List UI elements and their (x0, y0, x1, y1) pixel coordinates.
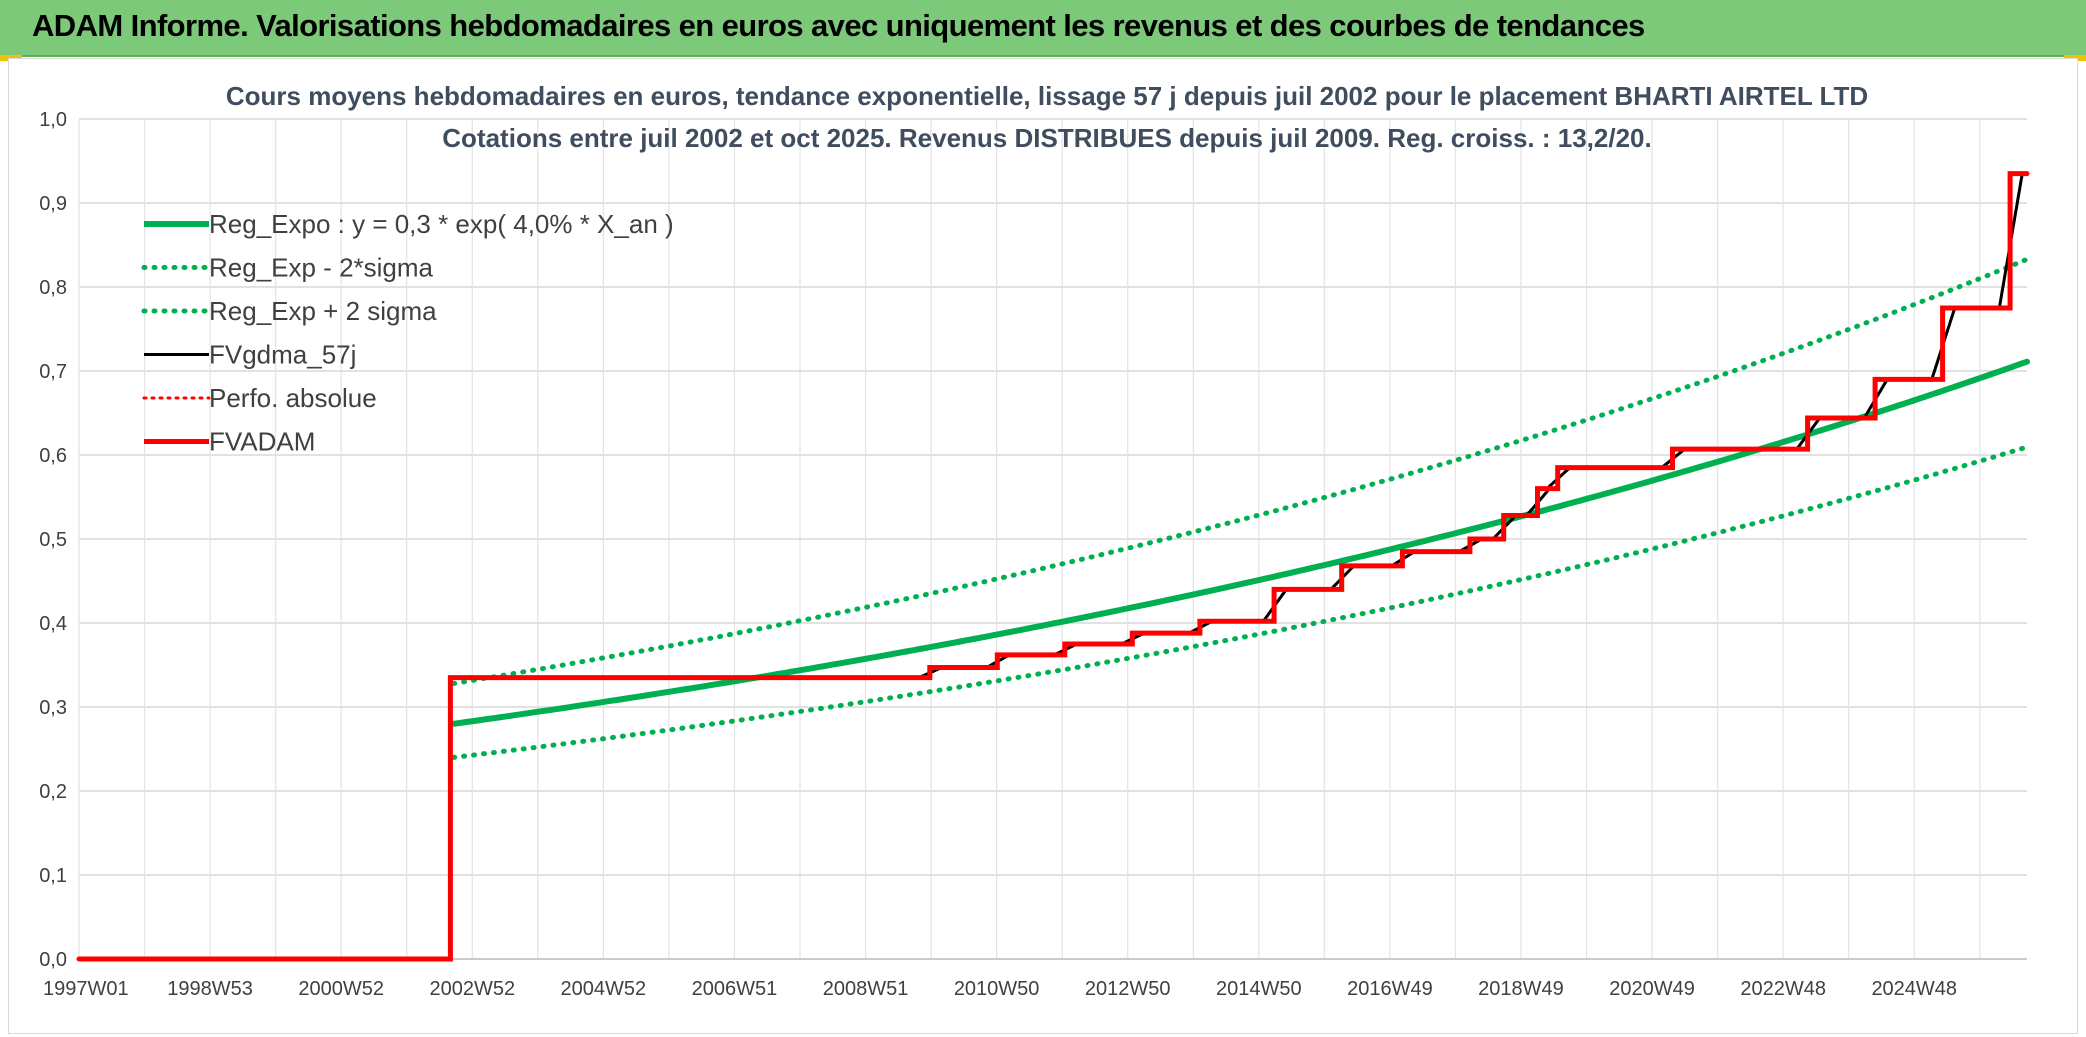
x-tick-label: 1998W53 (167, 978, 253, 1000)
x-tick-label: 2006W51 (692, 978, 778, 1000)
series (76, 171, 2030, 962)
y-tick-label: 0,6 (39, 445, 67, 467)
chart-title-line1: Cours moyens hebdomadaires en euros, ten… (226, 81, 1868, 111)
y-tick-label: 0,2 (39, 781, 67, 803)
x-tick-label: 2004W52 (561, 978, 647, 1000)
x-tick-label: 2018W49 (1478, 978, 1564, 1000)
y-tick-label: 0,1 (39, 865, 67, 887)
series-line (451, 444, 2030, 760)
x-tick-label: 2010W50 (954, 978, 1040, 1000)
grid (78, 118, 2027, 960)
report-title: ADAM Informe. Valorisations hebdomadaire… (32, 8, 1645, 43)
legend-label: Reg_Exp + 2 sigma (209, 296, 437, 326)
y-tick-label: 0,7 (39, 361, 67, 383)
y-tick-label: 0,4 (39, 613, 67, 635)
x-tick-label: 2022W48 (1740, 978, 1826, 1000)
legend: Reg_Expo : y = 0,3 * exp( 4,0% * X_an ) R… (141, 209, 674, 457)
y-tick-label: 0,5 (39, 529, 67, 551)
x-axis-labels: 1997W01 1998W53 2000W52 2002W52 2004W52 2006W… (43, 978, 1957, 1000)
chart-area: 0,0 0,1 0,2 0,3 0,4 0,5 0,6 0,7 0,8 0,9 1,0 1997W0… (8, 58, 2078, 1034)
legend-label: FVgdma_57j (209, 340, 356, 370)
x-tick-label: 2014W50 (1216, 978, 1302, 1000)
legend-label: FVADAM (209, 427, 315, 457)
series-line (76, 171, 2030, 962)
x-tick-label: 1997W01 (43, 978, 129, 1000)
legend-label: Reg_Expo : y = 0,3 * exp( 4,0% * X_an ) (209, 209, 674, 239)
legend-label: Reg_Exp - 2*sigma (209, 253, 434, 283)
y-tick-label: 0,3 (39, 697, 67, 719)
x-tick-label: 2016W49 (1347, 978, 1433, 1000)
x-tick-label: 2024W48 (1871, 978, 1957, 1000)
legend-label: Perfo. absolue (209, 383, 377, 413)
y-tick-label: 0,0 (39, 949, 67, 971)
line-chart: 0,0 0,1 0,2 0,3 0,4 0,5 0,6 0,7 0,8 0,9 1,0 1997W0… (39, 81, 2030, 1000)
series-line (450, 358, 2030, 727)
series-line (451, 256, 2030, 686)
y-tick-label: 0,8 (39, 277, 67, 299)
x-tick-label: 2000W52 (298, 978, 384, 1000)
chart-title-line2: Cotations entre juil 2002 et oct 2025. R… (442, 123, 1651, 153)
report-banner: ADAM Informe. Valorisations hebdomadaire… (0, 0, 2086, 57)
x-tick-label: 2012W50 (1085, 978, 1171, 1000)
y-tick-label: 1,0 (39, 109, 67, 131)
x-tick-label: 2020W49 (1609, 978, 1695, 1000)
x-tick-label: 2008W51 (823, 978, 909, 1000)
x-tick-label: 2002W52 (429, 978, 515, 1000)
y-tick-label: 0,9 (39, 193, 67, 215)
series-line (462, 172, 2028, 680)
y-axis-labels: 0,0 0,1 0,2 0,3 0,4 0,5 0,6 0,7 0,8 0,9 1,0 (39, 109, 67, 971)
